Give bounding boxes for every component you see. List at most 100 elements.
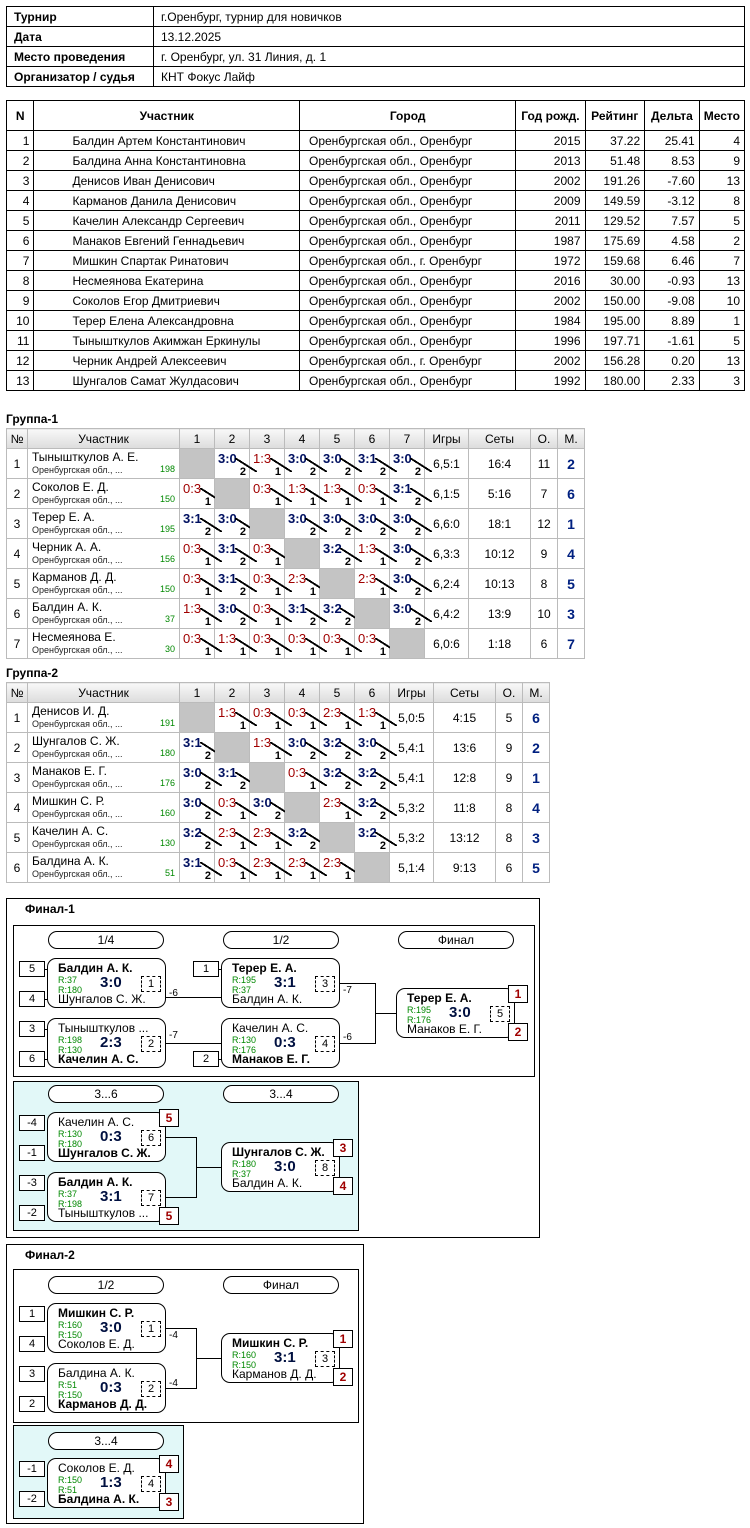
match-points: 1 <box>309 496 316 508</box>
match-score: 1:3 <box>218 705 237 720</box>
round-label: 1/4 <box>48 931 164 949</box>
bracket-match: Балдин А. К. R:37 R:198 3:1 7 Тынышткулов ...… <box>47 1172 179 1225</box>
score-box: 0:3 1 <box>180 479 222 508</box>
match-score: 3:0 <box>288 511 307 526</box>
match-player-a: Качелин А. С. <box>58 1115 135 1129</box>
group-pts: 7 <box>530 478 558 509</box>
match-player-b: Балдина А. К. <box>58 1492 140 1506</box>
seed-box: 4 <box>19 1336 45 1352</box>
match-score: 1:3 <box>218 631 237 646</box>
match-points: 1 <box>344 496 351 508</box>
match-player-b: Шунгалов С. Ж. <box>58 1146 151 1160</box>
group-row: 1 Тынышткулов А. Е. Оренбургская обл., ...… <box>6 448 585 479</box>
group-player-name: Несмеянова Е. <box>32 630 116 644</box>
participant-cell: Оренбургская обл., г. Оренбург <box>298 350 517 371</box>
group-header-row: № Участник 1 2 3 4 5 6 Игры Сеты О. М. <box>6 682 550 703</box>
match-points: 1 <box>204 556 211 568</box>
match-points: 2 <box>309 840 316 852</box>
group-player-cell: Качелин А. С. Оренбургская обл., ... 130 <box>27 822 180 853</box>
score-box: 3:2 2 <box>320 733 362 762</box>
group-header-cell: 7 <box>389 428 425 449</box>
group-score-cell: 3:2 2 <box>354 792 397 823</box>
participant-cell: Тынышткулов Акимжан Еркинулы <box>33 330 300 351</box>
bracket-match: Терер Е. А. R:195 R:176 3:0 5 Манаков Е. Г. 1 2 <box>396 985 528 1041</box>
group-games: 6,0:6 <box>424 628 469 659</box>
group-score-cell: 1:3 1 <box>354 538 397 569</box>
bracket-line <box>166 1043 221 1044</box>
place-a-badge: 1 <box>508 985 528 1003</box>
score-box: 3:1 2 <box>215 763 257 792</box>
match-score: 2:3 <box>288 855 307 870</box>
group-score-cell: 3:0 2 <box>179 762 222 793</box>
group-row: 2 Соколов Е. Д. Оренбургская обл., ... 150 0… <box>6 478 585 509</box>
match-score: 3:1 <box>218 765 237 780</box>
group-player-name: Балдина А. К. <box>32 854 109 868</box>
player-b-rating: R:150 <box>58 1390 83 1400</box>
group-score-cell: 3:0 2 <box>389 598 432 629</box>
group-header-cell: 1 <box>179 682 215 703</box>
participant-cell: Оренбургская обл., Оренбург <box>298 310 517 331</box>
match-score: 0:3 <box>358 481 377 496</box>
group-score-cell: 3:0 2 <box>354 508 397 539</box>
match-points: 1 <box>204 646 211 658</box>
group-header-cell: № <box>6 428 28 449</box>
group-player-name: Мишкин С. Р. <box>32 794 105 808</box>
group-player-city: Оренбургская обл., ... <box>32 779 123 789</box>
group-place: 3 <box>522 822 550 853</box>
match-player-b: Тынышткулов ... <box>58 1206 149 1220</box>
round-label: 1/2 <box>223 931 339 949</box>
match-score: 0:3 <box>253 541 272 556</box>
score-box: 0:3 1 <box>250 479 292 508</box>
group-score-cell: 0:3 1 <box>214 852 257 883</box>
participant-cell: 10 <box>698 290 746 311</box>
participant-row: 12 Черник Андрей Алексеевич Оренбургская о… <box>5 350 746 371</box>
score-box: 2:3 1 <box>250 853 292 882</box>
seed-box: 3 <box>19 1021 45 1037</box>
match-points: 1 <box>379 496 386 508</box>
group-row-number: 7 <box>6 628 28 659</box>
match-points: 1 <box>309 646 316 658</box>
group-self-cell <box>354 852 390 883</box>
match-number: 1 <box>141 1321 161 1337</box>
score-box: 2:3 1 <box>320 703 362 732</box>
group-player-cell: Черник А. А. Оренбургская обл., ... 156 <box>27 538 180 569</box>
score-box: 3:0 2 <box>250 793 292 822</box>
group-self-cell <box>389 628 425 659</box>
participant-cell: 129.52 <box>584 210 646 231</box>
group-header-cell: 2 <box>214 682 250 703</box>
group-score-cell: 2:3 1 <box>319 702 362 733</box>
group-place: 4 <box>522 792 550 823</box>
group-score-cell: 3:0 2 <box>284 732 327 763</box>
participant-cell: Оренбургская обл., Оренбург <box>298 190 517 211</box>
match-score: 0:3 <box>253 481 272 496</box>
match-score: 2:3 <box>323 855 342 870</box>
score-box: 3:2 2 <box>320 539 362 568</box>
participants-header: Город <box>298 100 517 131</box>
group-player-rating: 160 <box>159 808 175 818</box>
match-score: 3:0 <box>393 571 412 586</box>
group-player-rating: 37 <box>164 614 175 624</box>
group-player-rating: 30 <box>164 644 175 654</box>
match-player-a: Тынышткулов ... <box>58 1021 149 1035</box>
match-score: 3:0 <box>274 1158 296 1175</box>
group-pts: 10 <box>530 598 558 629</box>
player-b-rating: R:180 <box>58 1139 83 1149</box>
group-header-cell: М. <box>557 428 585 449</box>
group-player-city: Оренбургская обл., ... <box>32 809 123 819</box>
group-header-cell: 3 <box>249 682 285 703</box>
match-score: 0:3 <box>288 765 307 780</box>
group-score-cell: 0:3 1 <box>249 568 292 599</box>
match-points: 2 <box>414 556 421 568</box>
score-box: 0:3 1 <box>355 479 397 508</box>
participant-cell: 4 <box>698 130 746 151</box>
bracket-match: Мишкин С. Р. R:160 R:150 3:0 1 Соколов Е. Д. <box>47 1303 166 1353</box>
participant-cell: 195.00 <box>584 310 646 331</box>
group-sets: 1:18 <box>468 628 531 659</box>
participant-cell: 6.46 <box>644 250 700 271</box>
group-player-rating: 195 <box>159 524 175 534</box>
match-points: 2 <box>379 750 386 762</box>
participant-cell: Терер Елена Александровна <box>33 310 300 331</box>
match-points: 2 <box>379 466 386 478</box>
player-a-rating: R:150 <box>58 1475 83 1485</box>
participant-cell: Несмеянова Екатерина <box>33 270 300 291</box>
